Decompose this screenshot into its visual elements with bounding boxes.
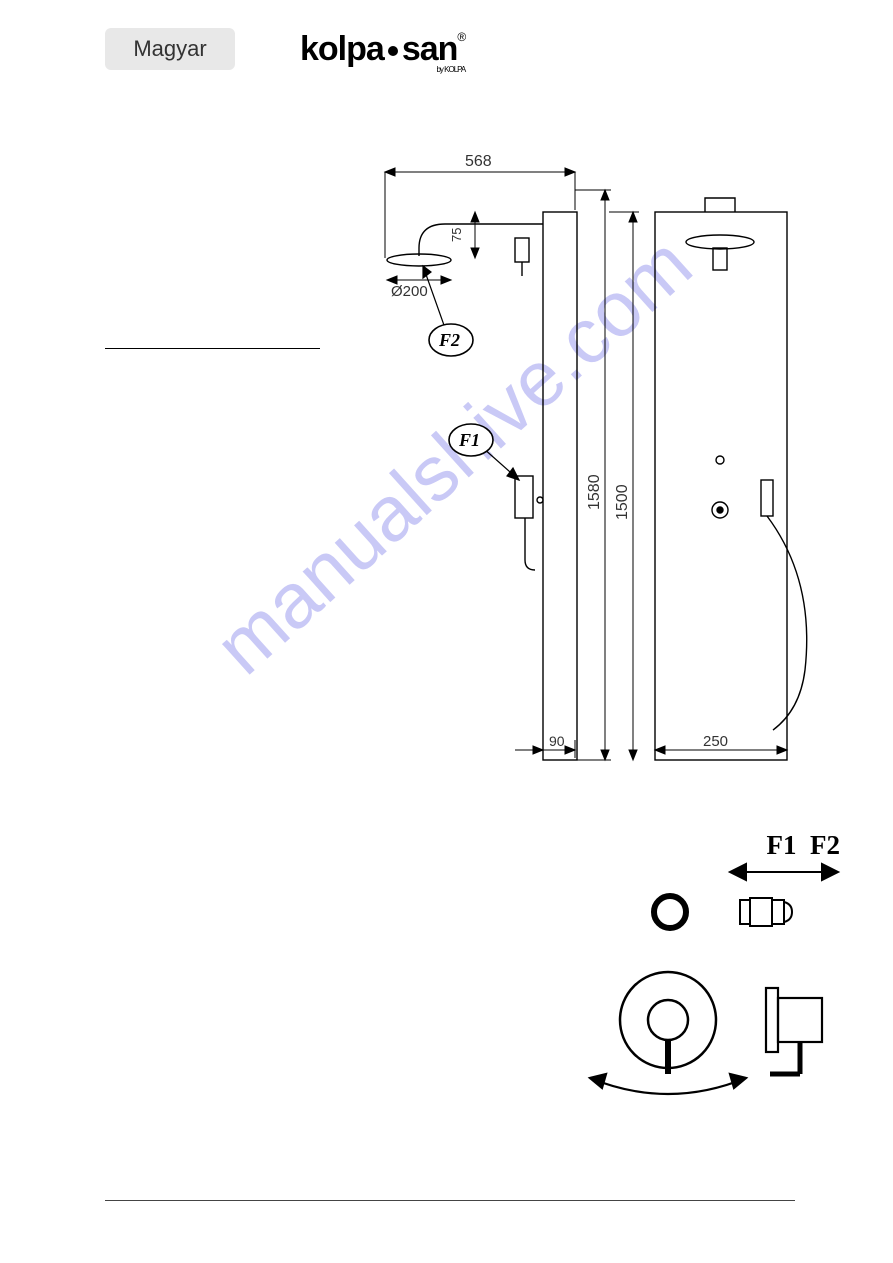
dim-90: 90: [549, 733, 565, 749]
dim-1500: 1500: [614, 484, 631, 520]
callout-f1: F1: [458, 430, 480, 450]
control-f1-label: F1: [767, 830, 797, 860]
brand-dot-icon: [388, 46, 398, 56]
controls-diagram: F1 F2: [560, 830, 850, 1110]
f1-f2-labels: F1 F2: [767, 830, 841, 861]
brand-main: kolpa: [300, 30, 384, 68]
control-f2-label: F2: [810, 830, 840, 860]
footer-divider: [105, 1200, 795, 1201]
dim-diameter: Ø200: [391, 283, 428, 300]
brand-logo: kolpasan® by KOLPA: [300, 30, 465, 74]
callout-f2: F2: [438, 330, 460, 350]
technical-diagram: 568 Ø200 75 F2 F1: [375, 150, 845, 770]
dim-75: 75: [449, 228, 464, 242]
brand-second: san: [402, 30, 458, 68]
language-tab: Magyar: [105, 28, 235, 70]
dim-250: 250: [703, 733, 728, 750]
underline-bar: [105, 348, 320, 349]
dim-568: 568: [465, 153, 492, 170]
dim-1580: 1580: [586, 474, 603, 510]
brand-reg: ®: [457, 30, 465, 44]
language-label: Magyar: [133, 36, 206, 62]
